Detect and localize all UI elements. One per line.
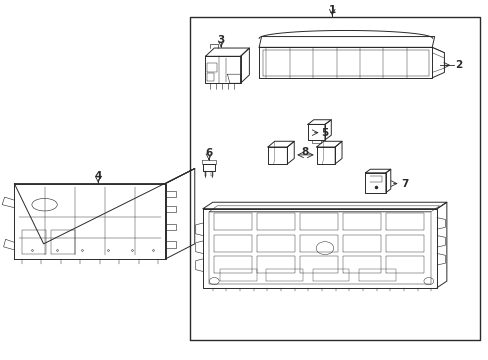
Text: 7: 7 bbox=[401, 179, 408, 189]
Text: 5: 5 bbox=[321, 128, 328, 138]
Text: 2: 2 bbox=[454, 60, 462, 70]
Text: 6: 6 bbox=[205, 148, 212, 158]
Text: 8: 8 bbox=[301, 147, 308, 157]
Text: 3: 3 bbox=[217, 35, 224, 45]
Text: 1: 1 bbox=[328, 5, 335, 15]
Text: 4: 4 bbox=[94, 171, 102, 181]
